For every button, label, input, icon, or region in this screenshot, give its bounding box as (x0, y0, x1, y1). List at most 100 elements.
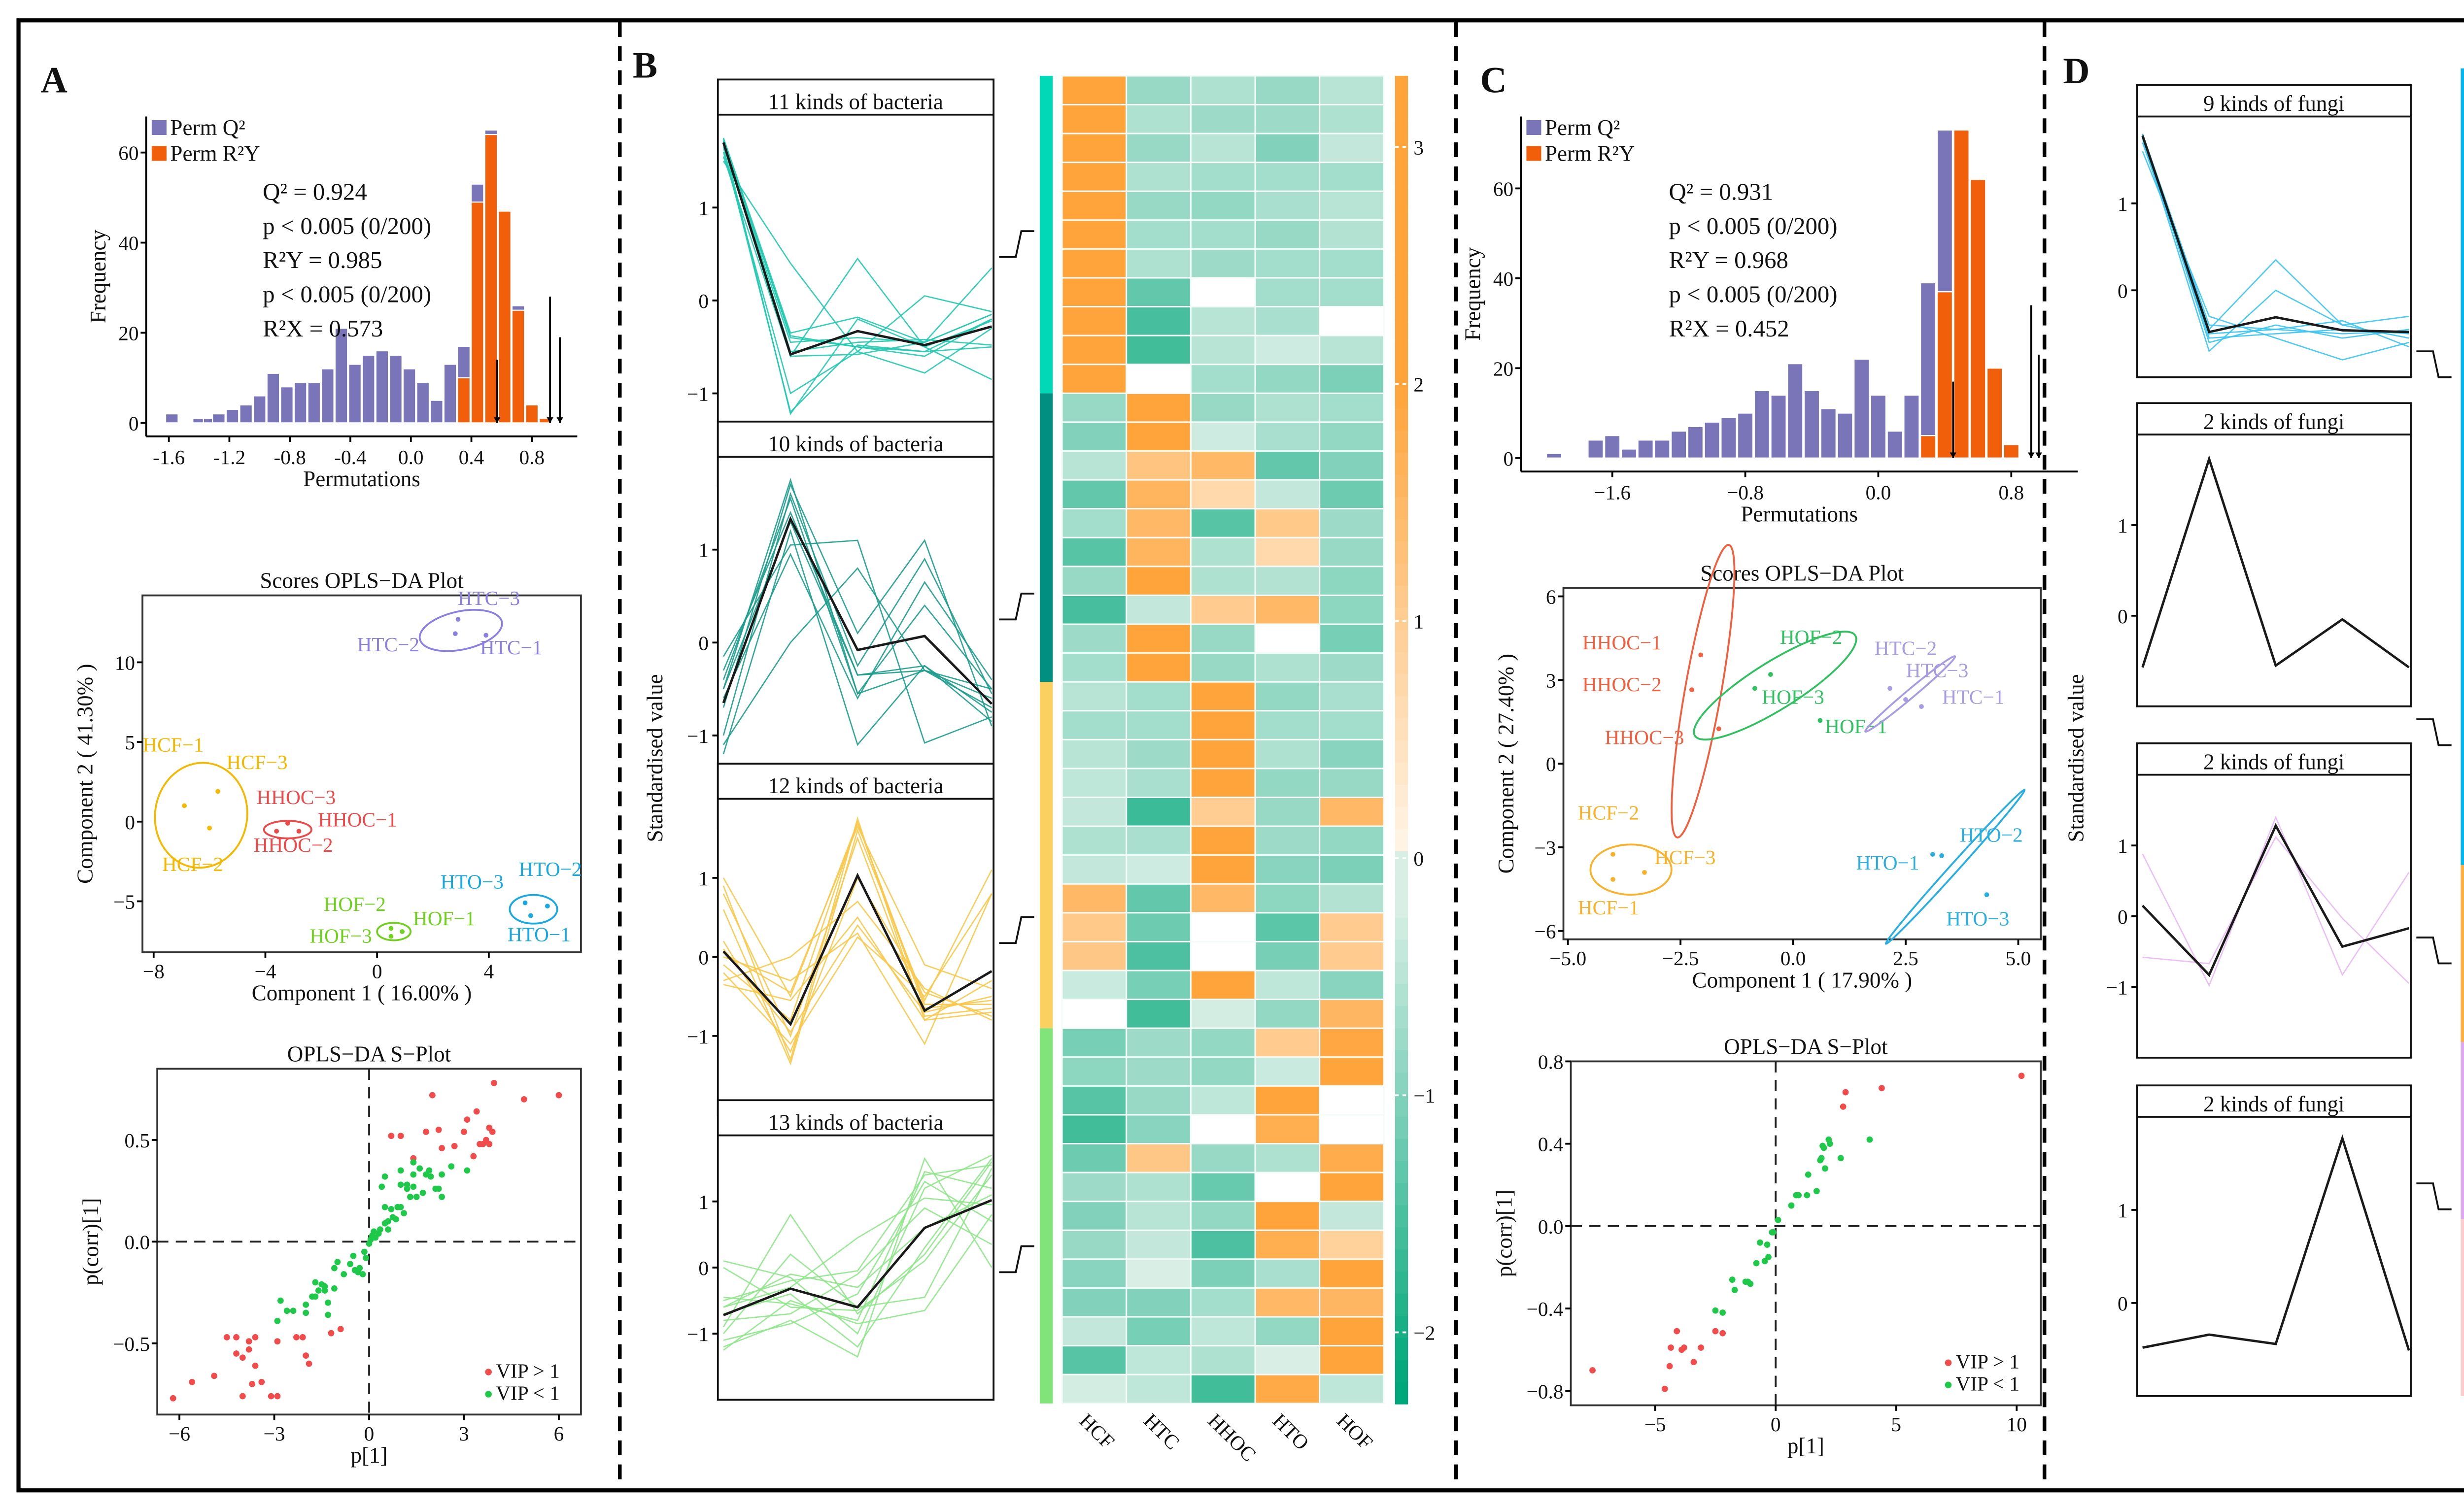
data-point (170, 1395, 176, 1402)
histogram-bar (1704, 421, 1720, 459)
data-point (268, 1393, 274, 1400)
heatmap-cell (1319, 883, 1385, 914)
heatmap-cell (1061, 1229, 1128, 1260)
histogram-bar (212, 413, 226, 424)
colorbar-segment (1395, 584, 1408, 608)
heatmap-cell (1190, 335, 1256, 366)
heatmap-cell (1126, 594, 1192, 625)
x-tick-label: 2.5 (1893, 947, 1918, 970)
sample-point (545, 904, 550, 909)
data-point (378, 1183, 385, 1190)
heatmap-cell (1061, 797, 1128, 827)
stat-annotation: Q² = 0.924 (263, 178, 367, 205)
sample-label: HOF−3 (309, 925, 372, 947)
heatmap-cell (1254, 623, 1321, 654)
confidence-ellipse-htc (1864, 655, 1956, 733)
confidence-ellipse-hhoc (1671, 544, 1736, 838)
heatmap-cell (1126, 364, 1192, 394)
heatmap-cell (1319, 1316, 1385, 1347)
sample-point (388, 934, 394, 939)
y-tick-label: −1 (687, 725, 709, 747)
y-tick-label: 1 (698, 197, 709, 219)
data-point (233, 1334, 240, 1340)
cluster-connector (2416, 350, 2452, 378)
data-point (1681, 1344, 1687, 1351)
data-point (356, 1265, 363, 1272)
heatmap-cell (1254, 1373, 1321, 1405)
heatmap-cell (1319, 1229, 1385, 1260)
heatmap-cell (1126, 421, 1192, 452)
colorbar-segment (1395, 828, 1408, 851)
stat-annotation: R²Y = 0.985 (263, 247, 382, 273)
colorbar-segment (1395, 961, 1408, 984)
colorbar-segment (1395, 651, 1408, 674)
data-point (325, 1311, 331, 1318)
data-point (252, 1362, 259, 1369)
data-point (303, 1302, 309, 1308)
heatmap-cell (1190, 364, 1256, 394)
heatmap-cell (1190, 1172, 1256, 1203)
member-line (722, 529, 992, 755)
heatmap-cell (1126, 75, 1192, 105)
data-point (331, 1285, 338, 1292)
heatmap-cell (1254, 1027, 1321, 1058)
heatmap-cell (1126, 248, 1192, 279)
mean-line (722, 142, 992, 356)
heatmap-cell (1061, 536, 1128, 568)
y-tick-label: 0 (129, 412, 139, 435)
sample-point (1817, 718, 1823, 723)
histogram-bar (1720, 417, 1737, 459)
colorbar-segment (1395, 297, 1408, 320)
heatmap-cell (1126, 623, 1192, 654)
heatmap-cell (1254, 1287, 1321, 1318)
data-point (321, 1287, 328, 1294)
member-line (722, 510, 992, 722)
heatmap-cell (1254, 1056, 1321, 1087)
sample-point (1887, 686, 1892, 691)
heatmap-cell (1061, 999, 1128, 1029)
colorbar-segment (1395, 1226, 1408, 1250)
heatmap-cell (1126, 162, 1192, 192)
strip-title: 11 kinds of bacteria (768, 89, 943, 114)
y-tick-label: 1 (698, 867, 709, 890)
y-tick-label: 20 (118, 322, 138, 344)
x-tick-label: −0.8 (1727, 481, 1764, 503)
y-axis-label: Frequency (1461, 247, 1485, 341)
y-tick-label: −1 (2106, 976, 2128, 999)
data-point (312, 1279, 319, 1286)
y-axis-label: Standardised value (643, 674, 667, 842)
heatmap-cell (1319, 738, 1385, 770)
y-tick-label: 0 (2118, 905, 2128, 928)
data-point (1712, 1307, 1719, 1314)
y-tick-label: 0 (698, 946, 709, 969)
data-point (416, 1165, 423, 1172)
sample-point (215, 789, 220, 794)
sample-point (1752, 686, 1757, 691)
figure-frame (16, 18, 2464, 1493)
heatmap-cell (1190, 652, 1256, 683)
data-point (439, 1194, 445, 1200)
legend-label: Perm R²Y (170, 141, 260, 166)
row-group-bar (1040, 75, 1053, 394)
colorbar-segment (1395, 1359, 1408, 1382)
mean-line (722, 872, 992, 1027)
sample-label: HTC−1 (480, 636, 543, 659)
heatmap-cell (1254, 912, 1321, 942)
sample-label: HOF−3 (1762, 685, 1824, 708)
y-tick-label: 40 (1493, 268, 1513, 290)
colorbar-tick-label: 0 (1413, 847, 1424, 870)
stat-annotation: R²X = 0.452 (1669, 315, 1789, 342)
sample-point (1903, 697, 1908, 702)
heatmap-cell (1190, 1056, 1256, 1087)
data-point (410, 1159, 417, 1166)
legend-swatch (1526, 120, 1541, 135)
member-line (723, 1207, 992, 1321)
heatmap-cell (1254, 392, 1321, 423)
heatmap-cell (1254, 536, 1321, 568)
data-point (274, 1338, 281, 1345)
cluster-connector (999, 1245, 1034, 1273)
colorbar-segment (1395, 231, 1408, 254)
heatmap-cell (1126, 1056, 1192, 1087)
histogram-bar (1737, 412, 1754, 459)
y-tick-label: 0 (698, 290, 709, 312)
